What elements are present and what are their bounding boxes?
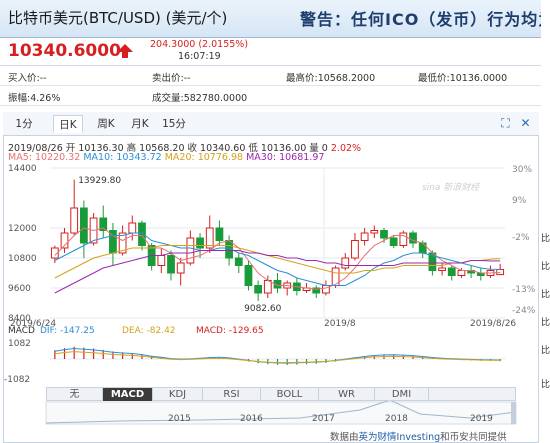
tab-weekly-k[interactable]: 周K [97,118,115,130]
high-price: 最高价:10568.2000 [286,73,376,84]
ma-info: MA5: 10220.32 MA10: 10343.72 MA20: 10776… [8,152,324,163]
tab-15min[interactable]: 15分 [162,118,186,130]
indicator-tab-rsi[interactable]: RSI [203,388,261,401]
ohlc-values: 开 10136.30 高 10568.20 收 10340.60 低 10136… [65,143,328,154]
price-change: 204.3000 (2.0155%) [150,39,249,50]
warning-marquee: 警告：任何ICO（发币）行为均为 [300,10,550,29]
amplitude: 振幅:4.26% [8,93,61,104]
footer-suffix: 和币安共同提供 [440,432,507,443]
page-title: 比特币美元(BTC/USD) (美元/个) [8,9,228,27]
footer-brand-link[interactable]: 英为财情Investing [358,432,441,443]
indicator-tab-boll[interactable]: BOLL [261,388,319,401]
up-arrow-stem [122,51,128,58]
ohlc-date: 2019/08/26 [8,143,63,154]
last-price: 10340.6000 [8,41,121,61]
stats-panel: 买入价:-- 卖出价:-- 最高价:10568.2000 最低价:10136.0… [0,66,550,106]
bid-price: 买入价:-- [8,73,47,84]
stats-divider [0,85,550,86]
low-price: 最低价:10136.0000 [418,73,508,84]
side-list-item[interactable]: 比 [541,234,550,244]
ma10-label: MA10: 10343.72 [83,152,162,163]
volume: 成交量:582780.0000 [152,93,248,104]
ma20-label: MA20: 10776.98 [164,152,244,163]
period-tabs: 1分 日K 周K 月K 15分 ⛶ ✕ [3,112,539,136]
data-source-footer: 数据由英为财情Investing和币安共同提供 [330,429,507,443]
side-list-item[interactable]: 比 [541,262,550,272]
quote-row: 10340.6000 204.3000 (2.0155%) 16:07:19 [0,38,550,66]
window-header: 比特币美元(BTC/USD) (美元/个) 警告：任何ICO（发币）行为均为 [0,0,550,38]
fullscreen-icon[interactable]: ⛶ [501,116,510,130]
tab-monthly-k[interactable]: 月K [131,118,149,130]
right-side-strip [541,0,550,443]
ma30-label: MA30: 10681.97 [246,152,325,163]
side-list-item[interactable]: 比 [541,318,550,328]
ask-price: 卖出价:-- [152,73,191,84]
up-arrow-icon [117,44,133,52]
indicator-tab-wr[interactable]: WR [319,388,375,401]
indicator-tabs: 无 MACD KDJ RSI BOLL WR DMI [46,387,516,401]
indicator-tab-dmi[interactable]: DMI [375,388,429,401]
tab-1min[interactable]: 1分 [15,118,33,130]
indicator-tab-kdj[interactable]: KDJ [153,388,203,401]
tab-daily-k[interactable]: 日K [53,115,83,133]
stats-divider [0,105,550,106]
indicator-tab-macd[interactable]: MACD [103,388,153,401]
indicator-tab-none[interactable]: 无 [47,388,103,401]
ohlc-info: 2019/08/26 开 10136.30 高 10568.20 收 10340… [8,140,361,154]
side-list-item[interactable]: 比 [541,290,550,300]
side-list-item[interactable]: 比 [541,380,550,390]
ma5-label: MA5: 10220.32 [8,152,81,163]
side-list-item[interactable]: 比 [541,346,550,356]
close-icon[interactable]: ✕ [520,116,531,130]
footer-prefix: 数据由 [330,432,359,443]
quote-time: 16:07:19 [178,51,221,62]
ohlc-pct: 2.02% [330,143,362,154]
